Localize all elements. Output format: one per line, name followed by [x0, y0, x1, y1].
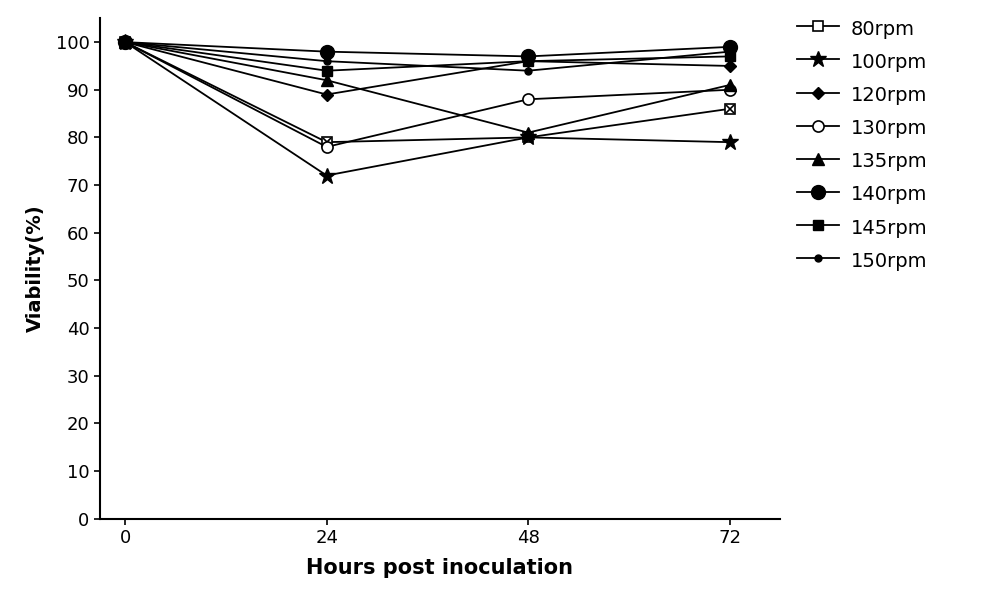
- Line: 150rpm: 150rpm: [122, 38, 733, 74]
- Line: 145rpm: 145rpm: [120, 37, 734, 76]
- 80rpm: [522, 134, 534, 141]
- 135rpm: [724, 81, 736, 88]
- 120rpm: [724, 62, 736, 70]
- 130rpm: [321, 143, 333, 151]
- 120rpm: [321, 91, 333, 98]
- 140rpm: [522, 52, 534, 60]
- 150rpm: [119, 38, 131, 46]
- 150rpm: [522, 67, 534, 74]
- Legend: 80rpm, 100rpm, 120rpm, 130rpm, 135rpm, 140rpm, 145rpm, 150rpm: 80rpm, 100rpm, 120rpm, 130rpm, 135rpm, 1…: [797, 18, 928, 271]
- 130rpm: [522, 96, 534, 103]
- 140rpm: [119, 38, 131, 46]
- 145rpm: [321, 67, 333, 74]
- 140rpm: [321, 48, 333, 56]
- 150rpm: [321, 57, 333, 65]
- 135rpm: [321, 77, 333, 84]
- 130rpm: [119, 38, 131, 46]
- X-axis label: Hours post inoculation: Hours post inoculation: [306, 558, 574, 578]
- 80rpm: [724, 105, 736, 112]
- 140rpm: [724, 43, 736, 51]
- 100rpm: [321, 172, 333, 179]
- 100rpm: [119, 38, 131, 46]
- 135rpm: [522, 129, 534, 136]
- 80rpm: [119, 38, 131, 46]
- Line: 120rpm: 120rpm: [121, 38, 734, 99]
- Line: 140rpm: 140rpm: [118, 35, 737, 63]
- 120rpm: [119, 38, 131, 46]
- 145rpm: [522, 57, 534, 65]
- 100rpm: [724, 138, 736, 146]
- 120rpm: [522, 57, 534, 65]
- Line: 80rpm: 80rpm: [120, 37, 734, 147]
- 100rpm: [522, 134, 534, 141]
- 145rpm: [119, 38, 131, 46]
- 80rpm: [321, 138, 333, 146]
- Line: 100rpm: 100rpm: [117, 34, 738, 184]
- 135rpm: [119, 38, 131, 46]
- Line: 135rpm: 135rpm: [120, 37, 735, 138]
- 145rpm: [724, 52, 736, 60]
- Line: 130rpm: 130rpm: [120, 37, 735, 152]
- 150rpm: [724, 48, 736, 56]
- Y-axis label: Viability(%): Viability(%): [26, 204, 45, 332]
- 130rpm: [724, 86, 736, 93]
